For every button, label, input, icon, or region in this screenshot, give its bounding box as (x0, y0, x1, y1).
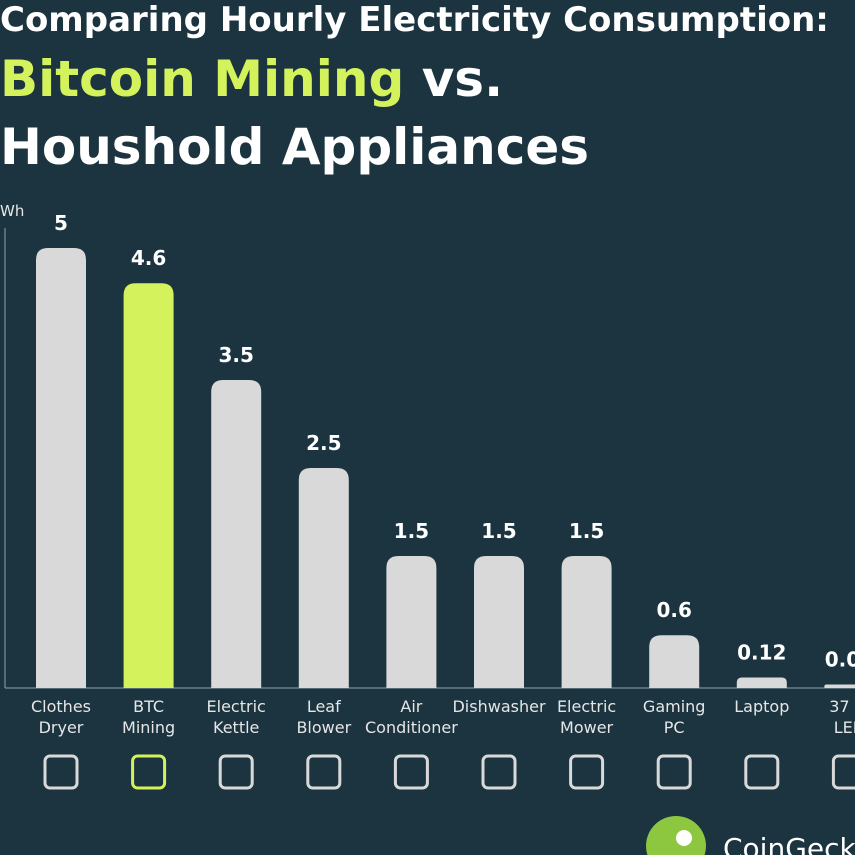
category-icon (744, 754, 780, 790)
bar (736, 677, 787, 688)
x-tick-label: Dishwasher (452, 697, 546, 716)
value-label: 5 (54, 211, 68, 235)
value-label: 1.5 (569, 519, 604, 543)
category-icon (481, 754, 517, 790)
bar (386, 556, 437, 688)
bar (649, 635, 700, 688)
x-tick-label: BTC Mining (122, 697, 176, 737)
logo-eye (676, 830, 692, 846)
value-label: 1.5 (394, 519, 429, 543)
x-tick-label: Clothes Dryer (31, 697, 91, 737)
x-tick-label: Gaming PC (642, 697, 706, 737)
value-label: 1.5 (481, 519, 516, 543)
bar (123, 283, 174, 688)
bar (474, 556, 524, 688)
y-axis-label: Wh (0, 202, 24, 220)
x-tick-label: 37 In LED (829, 697, 855, 737)
category-icon (569, 754, 605, 790)
bar (36, 248, 86, 688)
category-icon (218, 754, 254, 790)
x-tick-label: Air Conditioner (365, 697, 458, 737)
subtitle-rest: vs. (421, 50, 504, 108)
brand: CoinGecko (723, 832, 855, 855)
category-icon (131, 754, 167, 790)
category-icon (831, 754, 855, 790)
bar (824, 684, 855, 688)
bar (298, 468, 349, 688)
bar (211, 380, 262, 688)
subtitle: Bitcoin Mining vs. (0, 50, 503, 108)
logo-icon (646, 816, 706, 855)
bar (561, 556, 612, 688)
x-tick-label: Electric Kettle (206, 697, 266, 737)
x-tick-label: Laptop (734, 697, 790, 716)
value-label: 0.12 (737, 640, 786, 664)
subtitle-line2: Houshold Appliances (0, 118, 590, 176)
value-label: 0.04 (825, 647, 855, 671)
subtitle-highlight: Bitcoin Mining (0, 50, 405, 108)
x-tick-label: Leaf Blower (296, 697, 352, 737)
value-label: 3.5 (218, 343, 253, 367)
value-label: 2.5 (306, 431, 341, 455)
x-tick-label: Electric Mower (556, 697, 617, 737)
category-icon (306, 754, 342, 790)
category-icon (656, 754, 692, 790)
category-icon (43, 754, 79, 790)
value-label: 0.6 (656, 598, 691, 622)
value-label: 4.6 (131, 246, 166, 270)
title: Comparing Hourly Electricity Consumption… (0, 0, 829, 40)
category-icon (393, 754, 429, 790)
